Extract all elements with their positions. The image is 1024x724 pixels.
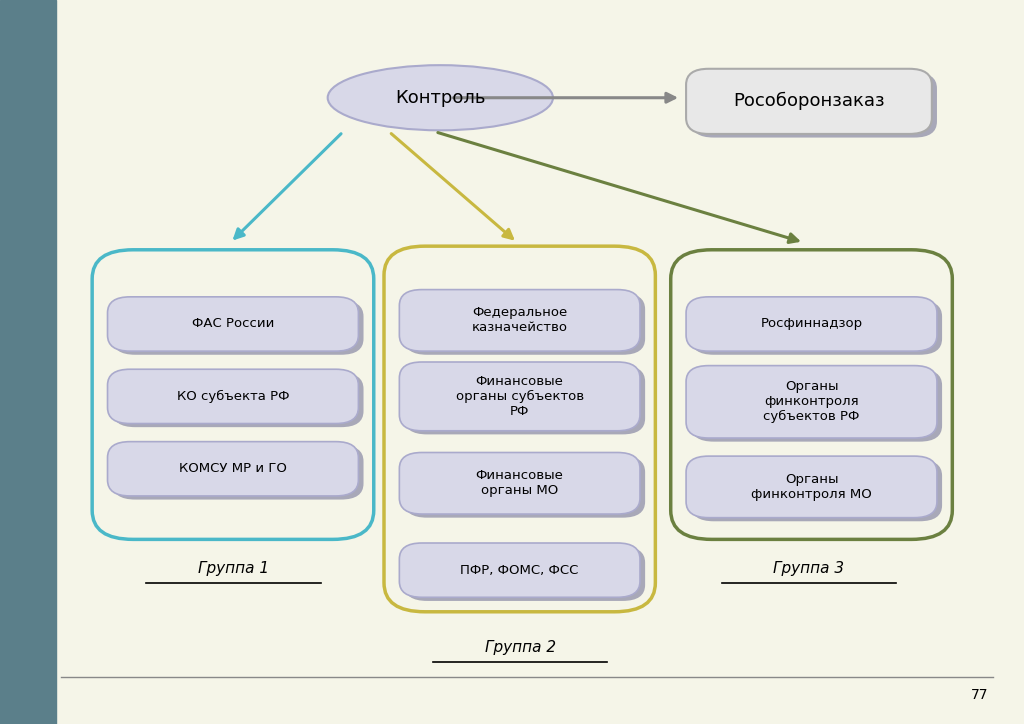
FancyBboxPatch shape [404, 293, 645, 355]
FancyBboxPatch shape [108, 442, 358, 496]
Text: Органы
финконтроля МО: Органы финконтроля МО [752, 473, 871, 501]
Text: Группа 3: Группа 3 [773, 561, 845, 576]
FancyBboxPatch shape [404, 366, 645, 434]
Text: Группа 2: Группа 2 [484, 641, 556, 655]
FancyBboxPatch shape [691, 72, 937, 138]
Ellipse shape [328, 65, 553, 130]
FancyBboxPatch shape [113, 373, 364, 427]
FancyBboxPatch shape [399, 543, 640, 597]
FancyBboxPatch shape [108, 297, 358, 351]
Text: КОМСУ МР и ГО: КОМСУ МР и ГО [179, 463, 287, 475]
Text: Росфиннадзор: Росфиннадзор [761, 318, 862, 330]
FancyBboxPatch shape [691, 460, 942, 521]
Text: Группа 1: Группа 1 [198, 561, 269, 576]
Text: КО субъекта РФ: КО субъекта РФ [177, 390, 289, 403]
Text: Органы
финконтроля
субъектов РФ: Органы финконтроля субъектов РФ [763, 380, 860, 424]
Bar [0, 0, 56, 724]
Text: Финансовые
органы МО: Финансовые органы МО [476, 469, 563, 497]
Text: Рособоронзаказ: Рособоронзаказ [733, 92, 885, 111]
FancyBboxPatch shape [399, 452, 640, 514]
FancyBboxPatch shape [691, 300, 942, 355]
FancyBboxPatch shape [686, 297, 937, 351]
FancyBboxPatch shape [686, 69, 932, 134]
FancyBboxPatch shape [113, 445, 364, 500]
Text: ФАС России: ФАС России [191, 318, 274, 330]
FancyBboxPatch shape [404, 547, 645, 601]
FancyBboxPatch shape [399, 290, 640, 351]
FancyBboxPatch shape [686, 366, 937, 438]
FancyBboxPatch shape [399, 362, 640, 431]
FancyBboxPatch shape [691, 369, 942, 442]
FancyBboxPatch shape [686, 456, 937, 518]
Text: ПФР, ФОМС, ФСС: ПФР, ФОМС, ФСС [461, 564, 579, 576]
FancyBboxPatch shape [108, 369, 358, 424]
FancyBboxPatch shape [113, 300, 364, 355]
Text: Финансовые
органы субъектов
РФ: Финансовые органы субъектов РФ [456, 375, 584, 418]
Text: 77: 77 [971, 688, 988, 702]
Text: Федеральное
казначейство: Федеральное казначейство [472, 306, 567, 334]
Text: Контроль: Контроль [395, 89, 485, 106]
FancyBboxPatch shape [404, 456, 645, 518]
